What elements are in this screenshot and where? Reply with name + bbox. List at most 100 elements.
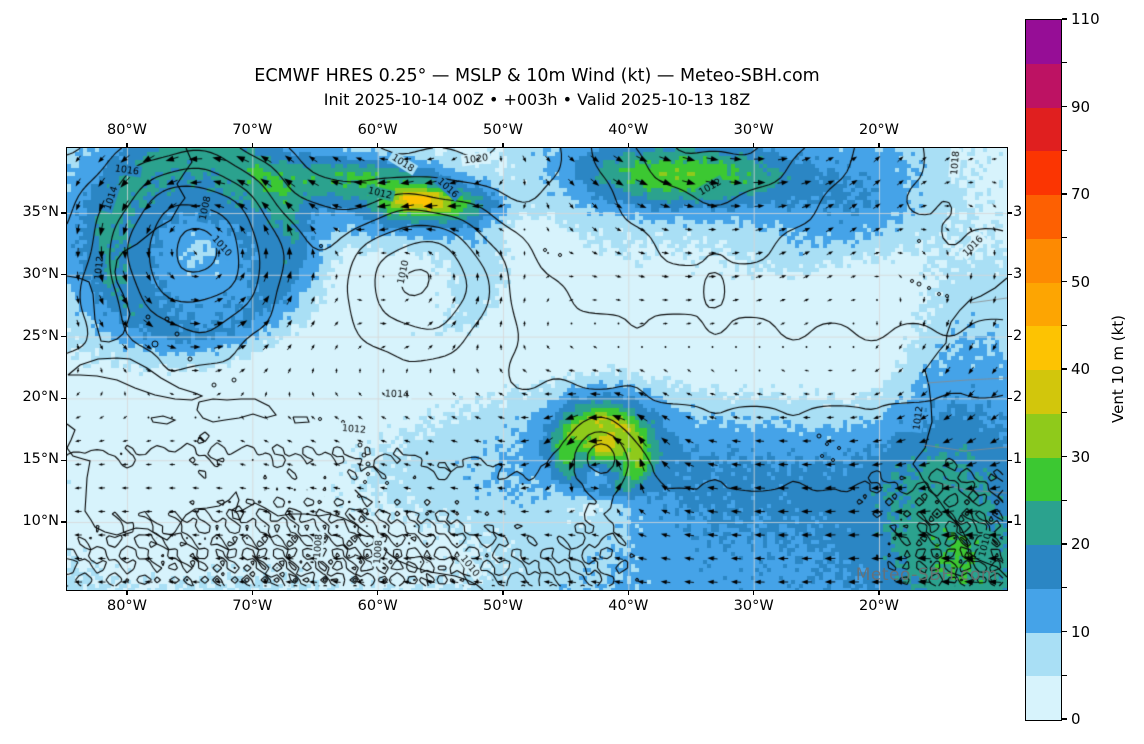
watermark: Meteo-SBH.com — [855, 565, 998, 585]
colorbar-tick — [1062, 324, 1067, 326]
colorbar-band — [1026, 457, 1061, 502]
lon-tick-label-bottom: 40°W — [608, 598, 649, 614]
lon-tick-bottom — [627, 590, 629, 595]
lon-tick-label-top: 30°W — [733, 122, 774, 138]
lat-tick-left — [61, 212, 66, 214]
colorbar-band — [1026, 238, 1061, 283]
lon-tick-bottom — [377, 590, 379, 595]
lon-tick-label-bottom: 80°W — [106, 598, 148, 614]
lat-tick-label-left: 30°N — [22, 265, 59, 282]
lon-tick-label-bottom: 50°W — [482, 598, 524, 614]
lat-tick-left — [61, 521, 66, 523]
lat-tick-left — [61, 397, 66, 399]
lat-tick-label-left: 20°N — [22, 389, 59, 406]
colorbar-tick-label: 50 — [1071, 272, 1091, 291]
weather-map-canvas — [67, 148, 1007, 590]
colorbar-band — [1026, 63, 1061, 108]
colorbar-tick-label: 30 — [1071, 447, 1091, 466]
colorbar-tick — [1062, 18, 1067, 20]
lon-tick-top — [627, 143, 629, 148]
lon-tick-top — [251, 143, 253, 148]
colorbar-band — [1026, 151, 1061, 195]
colorbar-tick — [1062, 105, 1067, 108]
lon-tick-bottom — [251, 590, 253, 595]
lon-tick-top — [753, 143, 755, 148]
lon-tick-label-top: 60°W — [357, 122, 398, 138]
colorbar-band — [1026, 195, 1061, 239]
colorbar-tick — [1062, 193, 1067, 195]
lat-tick-left — [61, 459, 66, 461]
lat-tick-right — [1007, 274, 1012, 276]
lon-tick-label-top: 80°W — [106, 122, 148, 138]
lon-tick-top — [878, 143, 880, 148]
colorbar-tick-label: 40 — [1071, 360, 1091, 378]
lat-tick-label-right-clipped: 30°N — [1013, 265, 1023, 282]
colorbar-band — [1026, 107, 1061, 152]
lat-tick-label-right-clipped: 20°N — [1013, 389, 1023, 406]
lon-tick-label-top: 50°W — [482, 122, 524, 138]
colorbar-band — [1026, 676, 1061, 720]
colorbar-band — [1026, 413, 1061, 458]
colorbar-tick — [1062, 412, 1067, 414]
colorbar-band — [1026, 20, 1061, 64]
lon-tick-label-top: 40°W — [608, 122, 649, 138]
colorbar-band — [1026, 370, 1061, 414]
lat-tick-left — [61, 274, 66, 276]
lon-tick-label-top: 70°W — [232, 122, 273, 138]
colorbar-tick-label: 0 — [1071, 710, 1081, 728]
lat-tick-right — [1007, 459, 1012, 461]
lat-tick-label-right-clipped: 10°N — [1013, 513, 1023, 529]
lon-tick-bottom — [126, 590, 128, 595]
lon-tick-label-bottom: 20°W — [858, 598, 900, 614]
colorbar-tick — [1062, 237, 1067, 239]
map-panel: Meteo-SBH.com — [66, 147, 1008, 591]
colorbar-axis-label: Vent 10 m (kt) — [1109, 315, 1127, 423]
colorbar-tick — [1062, 587, 1067, 589]
colorbar-tick — [1062, 718, 1067, 720]
colorbar-band — [1026, 545, 1061, 589]
lat-tick-right — [1007, 212, 1012, 214]
colorbar-tick-label: 70 — [1071, 185, 1091, 203]
lat-tick-right — [1007, 521, 1012, 523]
colorbar-tick-label: 90 — [1071, 97, 1091, 116]
colorbar-band — [1026, 326, 1061, 370]
chart-title: ECMWF HRES 0.25° — MSLP & 10m Wind (kt) … — [254, 66, 820, 86]
colorbar-tick — [1062, 149, 1067, 151]
lon-tick-label-bottom: 70°W — [232, 598, 273, 614]
lon-tick-bottom — [878, 590, 880, 595]
lat-tick-label-left: 10°N — [22, 513, 59, 529]
lat-tick-label-left: 35°N — [22, 204, 59, 220]
colorbar-band — [1026, 501, 1061, 545]
lat-tick-label-right-clipped: 25°N — [1013, 327, 1023, 344]
lat-tick-label-left: 25°N — [22, 327, 59, 344]
colorbar-tick — [1062, 543, 1067, 545]
colorbar — [1025, 19, 1062, 721]
colorbar-band — [1026, 588, 1061, 633]
lat-tick-right — [1007, 397, 1012, 399]
lon-tick-top — [126, 143, 128, 148]
colorbar-tick — [1062, 499, 1067, 501]
colorbar-tick-label: 10 — [1071, 622, 1091, 641]
colorbar-tick — [1062, 62, 1067, 64]
colorbar-tick — [1062, 280, 1067, 283]
lat-tick-right — [1007, 336, 1012, 338]
colorbar-band — [1026, 282, 1061, 327]
colorbar-tick-label: 20 — [1071, 535, 1091, 553]
lon-tick-top — [502, 143, 504, 148]
colorbar-band — [1026, 632, 1061, 677]
lat-tick-left — [61, 336, 66, 338]
chart-subtitle: Init 2025-10-14 00Z • +003h • Valid 2025… — [323, 90, 751, 109]
colorbar-tick — [1062, 630, 1067, 633]
colorbar-tick — [1062, 674, 1067, 676]
lon-tick-label-bottom: 60°W — [357, 598, 398, 614]
lon-tick-label-top: 20°W — [858, 122, 900, 138]
lat-tick-label-right-clipped: 15°N — [1013, 451, 1023, 468]
lat-tick-label-right-clipped: 35°N — [1013, 204, 1023, 220]
lon-tick-bottom — [753, 590, 755, 595]
lon-tick-bottom — [502, 590, 504, 595]
colorbar-tick-label: 110 — [1071, 10, 1100, 28]
colorbar-tick — [1062, 455, 1067, 458]
lat-tick-label-left: 15°N — [22, 451, 59, 468]
lon-tick-label-bottom: 30°W — [733, 598, 774, 614]
lon-tick-top — [377, 143, 379, 148]
